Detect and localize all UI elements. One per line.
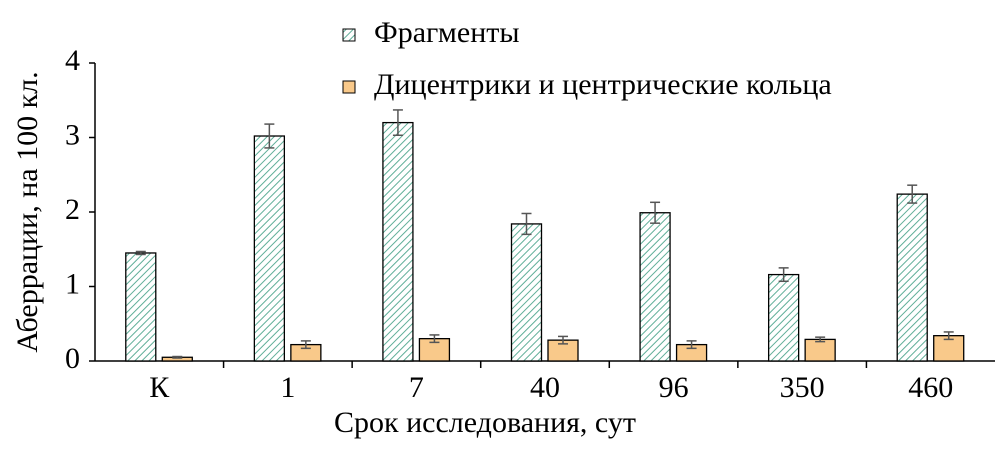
error-bar (815, 336, 826, 343)
error-bar (392, 109, 403, 137)
error-bar (264, 123, 275, 149)
x-tick-label: 1 (280, 371, 295, 404)
bar (767, 273, 800, 362)
y-tick-label: 1 (65, 267, 80, 300)
error-bar (521, 212, 532, 236)
error-bar (907, 184, 918, 204)
error-bar (558, 335, 568, 345)
y-tick-label: 3 (65, 118, 80, 151)
x-tick-label: К (149, 371, 170, 404)
x-axis-title: Срок исследования, сут (334, 406, 636, 439)
x-tick-label: 7 (409, 371, 424, 404)
error-bar (943, 331, 954, 341)
error-bar (778, 267, 789, 283)
legend-swatch (342, 28, 356, 42)
bar (804, 338, 836, 362)
legend-label: Фрагменты (374, 16, 520, 49)
x-tick-label: 96 (659, 371, 689, 404)
error-bar (650, 201, 661, 224)
error-bar (135, 250, 146, 256)
bar (639, 212, 671, 362)
x-tick-label: 40 (530, 371, 560, 404)
error-bar (300, 340, 311, 350)
bar (510, 223, 543, 362)
x-tick-label: 350 (780, 371, 825, 404)
legend-swatch (342, 80, 356, 94)
y-tick-label: 4 (65, 44, 80, 77)
y-tick-label: 2 (65, 193, 80, 226)
x-tick-label: 460 (908, 371, 953, 404)
error-bar (172, 355, 183, 359)
legend-label: Дицентрики и центрические кольца (374, 68, 832, 101)
bar (896, 193, 928, 362)
y-axis-title: Аберрации, на 100 кл. (11, 71, 44, 352)
bar (253, 135, 286, 362)
y-tick-label: 0 (65, 342, 80, 375)
bar (382, 121, 414, 362)
bar (125, 252, 157, 362)
error-bar (686, 340, 697, 350)
error-bar (429, 334, 440, 344)
